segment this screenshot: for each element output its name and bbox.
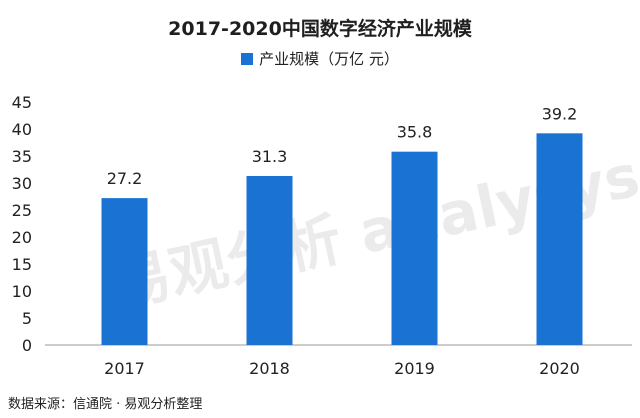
data-label-2017: 27.2 <box>107 169 143 188</box>
bar-2019 <box>391 151 438 345</box>
chart-title: 2017-2020中国数字经济产业规模 <box>168 18 472 40</box>
x-tick-label-2019: 2019 <box>394 359 435 378</box>
data-label-2019: 35.8 <box>397 123 433 142</box>
legend-label: 产业规模（万亿 元） <box>259 50 399 68</box>
bar-2018 <box>246 175 293 345</box>
y-tick-label: 5 <box>22 309 32 328</box>
legend: 产业规模（万亿 元） <box>0 48 640 69</box>
bar-2017 <box>101 198 148 345</box>
legend-swatch <box>241 52 254 65</box>
y-tick-label: 30 <box>12 174 32 193</box>
data-label-2018: 31.3 <box>252 147 288 166</box>
y-tick-label: 45 <box>12 93 32 112</box>
bar-2020 <box>536 133 583 345</box>
y-tick-label: 0 <box>22 336 32 355</box>
y-tick-label: 10 <box>12 282 32 301</box>
y-tick-label: 25 <box>12 201 32 220</box>
data-label-2020: 39.2 <box>542 104 578 123</box>
source-note: 数据来源：信通院 · 易观分析整理 <box>8 397 203 412</box>
y-tick-label: 20 <box>12 228 32 247</box>
y-tick-label: 40 <box>12 120 32 139</box>
y-tick-label: 35 <box>12 147 32 166</box>
x-tick-label-2020: 2020 <box>539 359 580 378</box>
y-tick-label: 15 <box>12 255 32 274</box>
x-tick-label-2018: 2018 <box>249 359 290 378</box>
x-tick-label-2017: 2017 <box>104 359 145 378</box>
